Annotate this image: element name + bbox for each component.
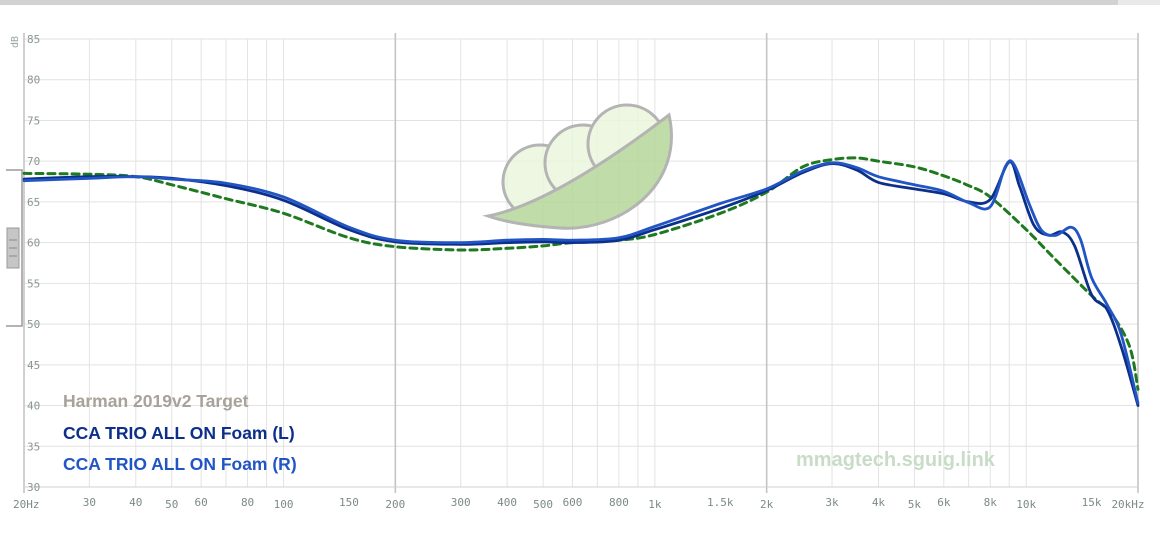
legend-entry-left[interactable]: CCA TRIO ALL ON Foam (L) <box>63 423 295 443</box>
x-tick-label: 10k <box>1016 498 1036 511</box>
y-tick-label: 45 <box>27 359 40 372</box>
x-tick-label: 20Hz <box>13 498 40 511</box>
x-tick-label: 600 <box>563 496 583 509</box>
legend-entry-target[interactable]: Harman 2019v2 Target <box>63 391 249 411</box>
x-tick-label: 150 <box>339 496 359 509</box>
y-axis-tick-labels: 30 35 40 45 50 55 60 65 70 75 80 85 <box>27 33 40 494</box>
x-tick-label: 15k <box>1082 496 1102 509</box>
y-tick-label: 55 <box>27 277 40 290</box>
y-tick-label: 35 <box>27 440 40 453</box>
y-tick-label: 60 <box>27 237 40 250</box>
x-tick-label: 8k <box>984 496 998 509</box>
x-tick-label: 300 <box>451 496 471 509</box>
y-tick-label: 70 <box>27 155 40 168</box>
x-tick-label: 800 <box>609 496 629 509</box>
x-tick-label: 6k <box>937 496 951 509</box>
x-axis-tick-labels: 20Hz 30 40 50 60 80 100 150 200 300 400 500 600 800 1k… <box>13 496 1145 511</box>
squiglink-peapod-logo <box>482 103 673 230</box>
x-tick-label: 50 <box>165 498 178 511</box>
x-tick-label: 5k <box>908 498 922 511</box>
x-tick-label: 30 <box>83 496 96 509</box>
x-tick-label: 3k <box>825 496 839 509</box>
x-tick-label: 400 <box>497 496 517 509</box>
y-tick-label: 30 <box>27 481 40 494</box>
x-tick-label: 1k <box>648 498 662 511</box>
x-tick-label: 4k <box>872 496 886 509</box>
chart-major-grid <box>23 33 1139 493</box>
y-axis-label: dB <box>10 36 21 48</box>
y-tick-label: 75 <box>27 114 40 127</box>
chart-curves <box>22 156 1140 407</box>
x-tick-label: 80 <box>241 496 254 509</box>
x-tick-label: 60 <box>195 496 208 509</box>
x-tick-label: 1.5k <box>707 496 734 509</box>
y-scale-handle[interactable] <box>6 169 23 327</box>
watermark-text: mmagtech.sguig.link <box>796 449 996 471</box>
x-tick-label: 20kHz <box>1111 498 1144 511</box>
series-line-0 <box>22 156 1140 391</box>
y-tick-label: 80 <box>27 74 40 87</box>
series-line-2 <box>22 159 1140 405</box>
x-tick-label: 40 <box>129 496 142 509</box>
legend-entry-right[interactable]: CCA TRIO ALL ON Foam (R) <box>63 454 297 474</box>
y-tick-label: 40 <box>27 400 40 413</box>
x-tick-label: 200 <box>385 498 405 511</box>
y-tick-label: 65 <box>27 196 40 209</box>
x-tick-label: 500 <box>533 498 553 511</box>
y-tick-label: 50 <box>27 318 40 331</box>
x-tick-label: 2k <box>760 498 774 511</box>
top-scroll-bar <box>0 0 1160 5</box>
x-tick-label: 100 <box>274 498 294 511</box>
chart-minor-grid <box>23 39 1139 487</box>
top-scroll-bar-end <box>1118 0 1160 5</box>
y-tick-label: 85 <box>27 33 40 46</box>
